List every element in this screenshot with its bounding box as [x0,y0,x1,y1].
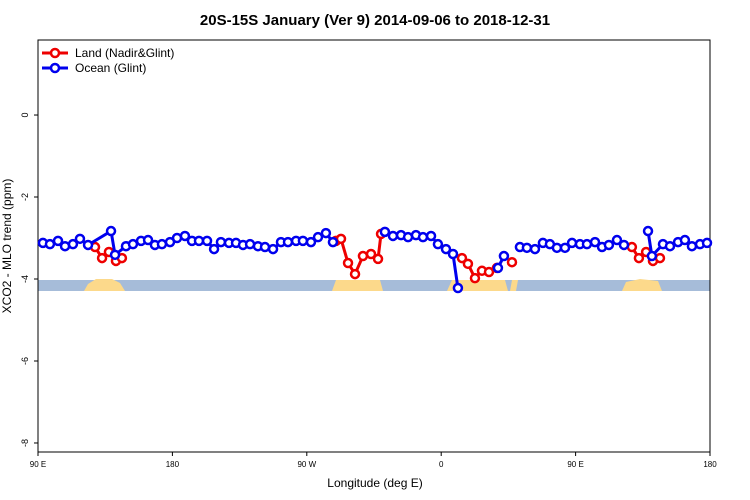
x-tick-label: 180 [703,460,717,469]
point [320,227,332,239]
point [559,242,571,254]
point [492,262,504,274]
point [372,253,384,265]
point [654,252,666,264]
point [417,231,429,243]
point [452,282,464,294]
point [357,250,369,262]
point [305,236,317,248]
point [105,225,117,237]
point [52,235,64,247]
point [611,234,623,246]
y-tick-label: 0 [20,113,30,118]
legend-label: Ocean (Glint) [75,61,146,75]
point [646,250,658,262]
point [566,237,578,249]
point [498,250,510,262]
point [349,268,361,280]
point [82,239,94,251]
point [551,242,563,254]
point [259,241,271,253]
point [379,226,391,238]
y-axis-label: XCO2 - MLO trend (ppm) [0,179,14,314]
point [74,233,86,245]
point [425,230,437,242]
x-tick-label: 0 [439,460,444,469]
y-tick-label: -6 [20,357,30,365]
point [127,238,139,250]
x-tick-label: 90 W [297,460,316,469]
point [686,240,698,252]
y-tick-label: -2 [20,193,30,201]
point [67,238,79,250]
point [208,243,220,255]
x-tick-label: 90 E [30,460,46,469]
legend-marker [49,47,61,59]
point [679,234,691,246]
point [456,252,468,264]
point [179,230,191,242]
point [483,266,495,278]
point [432,238,444,250]
point [327,236,339,248]
point [342,257,354,269]
x-axis-label: Longitude (deg E) [327,476,422,490]
point [96,252,108,264]
point [282,236,294,248]
point [506,256,518,268]
land-patch [622,279,662,291]
y-tick-label: -8 [20,439,30,447]
land-patch [332,280,383,291]
point [440,243,452,255]
y-tick-label: -4 [20,275,30,283]
x-tick-label: 180 [166,460,180,469]
point [44,238,56,250]
point [193,235,205,247]
land-patch [447,280,518,291]
point [201,235,213,247]
point [521,242,533,254]
legend-marker [49,62,61,74]
point [156,238,168,250]
point [335,233,347,245]
point [447,248,459,260]
point [215,236,227,248]
chart-title: 20S-15S January (Ver 9) 2014-09-06 to 20… [200,12,550,29]
point [365,248,377,260]
point [142,234,154,246]
legend-label: Land (Nadir&Glint) [75,46,174,60]
land-mask [38,279,710,291]
point [581,238,593,250]
point [603,239,615,251]
point [387,230,399,242]
point [469,272,481,284]
point [297,235,309,247]
point [462,258,474,270]
point [664,240,676,252]
point [529,243,541,255]
point [267,243,279,255]
point [633,252,645,264]
x-tick-label: 90 E [567,460,583,469]
point [589,236,601,248]
point [312,231,324,243]
point [109,249,121,261]
point [642,225,654,237]
land-patch [84,279,125,291]
point [618,239,630,251]
point [701,237,713,249]
